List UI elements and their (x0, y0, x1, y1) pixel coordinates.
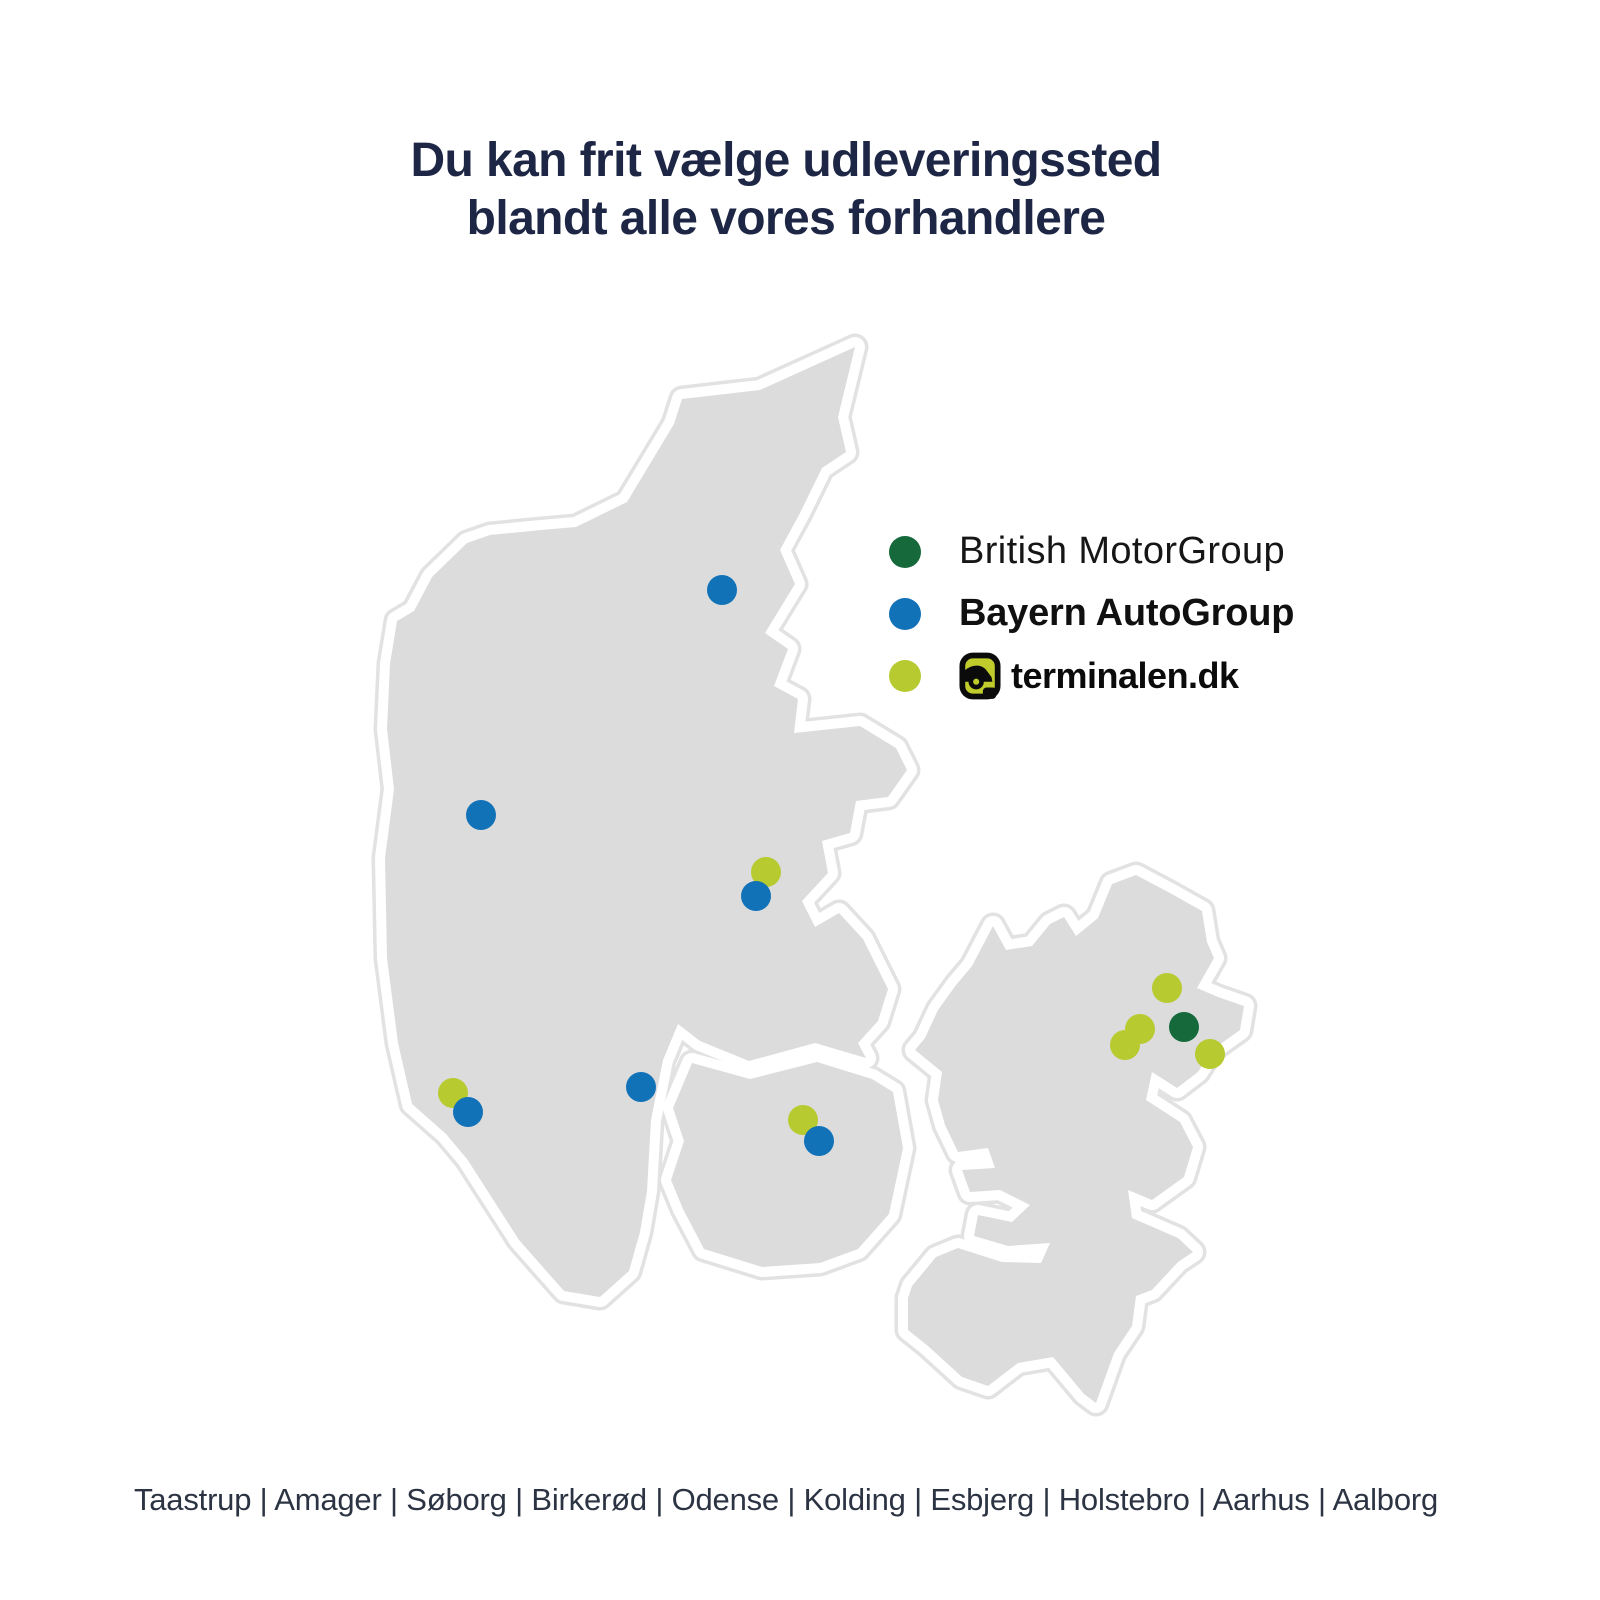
british-motorgroup-dot-icon (889, 535, 921, 568)
location-dot-terminalen (1110, 1030, 1140, 1060)
map-dots (438, 575, 1225, 1156)
location-dot-terminalen (1152, 973, 1182, 1003)
legend-label-british: British MotorGroup (959, 530, 1286, 572)
legend-label-terminalen: terminalen.dk (1011, 654, 1239, 696)
legend-label-bayern: Bayern AutoGroup (959, 592, 1295, 634)
location-dot-british (1169, 1012, 1199, 1042)
page-title: Du kan frit vælge udleveringssted blandt… (0, 132, 1572, 248)
legend: British MotorGroup Bayern AutoGroup term… (889, 530, 1295, 717)
location-dot-bayern (741, 881, 771, 911)
bayern-autogroup-dot-icon (889, 597, 921, 630)
legend-row-bayern: Bayern AutoGroup (889, 592, 1295, 634)
location-dot-bayern (707, 575, 737, 605)
location-dot-bayern (804, 1126, 834, 1156)
title-line-1: Du kan frit vælge udleveringssted (410, 134, 1162, 187)
location-dot-bayern (466, 800, 496, 830)
title-line-2: blandt alle vores forhandlere (466, 192, 1106, 245)
legend-row-terminalen: terminalen.dk (889, 652, 1294, 699)
location-dot-bayern (453, 1097, 483, 1127)
terminalen-dot-icon (889, 659, 921, 692)
footer: Taastrup | Amager | Søborg | Birkerød | … (0, 1482, 1572, 1518)
legend-row-british: British MotorGroup (889, 530, 1294, 572)
location-dot-terminalen (788, 1105, 818, 1135)
location-dot-terminalen (751, 857, 781, 887)
terminalen-logo-icon (959, 652, 1001, 699)
funen-landmass (671, 1062, 903, 1267)
footer-cities: Taastrup | Amager | Søborg | Birkerød | … (133, 1482, 1439, 1517)
location-dot-terminalen (1195, 1039, 1225, 1069)
location-dot-bayern (626, 1072, 656, 1102)
